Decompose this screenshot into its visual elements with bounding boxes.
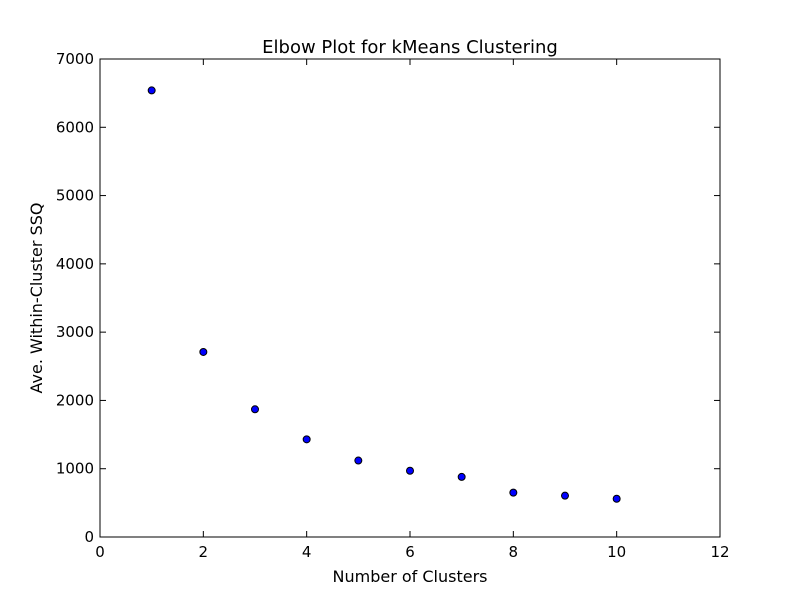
x-tick-label: 12 <box>710 543 729 561</box>
plot-frame <box>99 58 721 538</box>
data-point <box>147 86 156 95</box>
data-point <box>199 347 208 356</box>
data-points <box>147 86 621 503</box>
x-tick-label: 8 <box>509 543 519 561</box>
x-axis-ticks: 0 2 4 6 8 10 12 <box>95 59 730 561</box>
y-tick-label: 4000 <box>56 255 94 273</box>
data-point <box>612 494 621 503</box>
chart-title: Elbow Plot for kMeans Clustering <box>262 37 558 58</box>
y-tick-label: 7000 <box>56 50 94 68</box>
x-tick-label: 10 <box>607 543 626 561</box>
x-tick-label: 2 <box>199 543 209 561</box>
y-tick-label: 2000 <box>56 391 94 409</box>
y-tick-label: 6000 <box>56 118 94 136</box>
data-point <box>457 472 466 481</box>
y-tick-label: 1000 <box>56 460 94 478</box>
x-axis-label: Number of Clusters <box>333 567 488 586</box>
y-tick-label: 3000 <box>56 323 94 341</box>
x-tick-label: 4 <box>302 543 312 561</box>
y-axis-label: Ave. Within-Cluster SSQ <box>27 203 46 394</box>
data-point <box>406 466 414 475</box>
x-tick-label: 0 <box>95 543 105 561</box>
data-point <box>251 405 259 414</box>
y-axis-ticks: 0 1000 2000 3000 4000 5000 6000 7000 <box>56 50 720 546</box>
data-point <box>561 491 569 500</box>
x-tick-label: 6 <box>405 543 415 561</box>
data-point <box>302 435 311 444</box>
data-point <box>509 488 518 497</box>
data-point <box>354 456 363 465</box>
y-tick-label: 5000 <box>56 187 94 205</box>
y-tick-label: 0 <box>84 528 94 546</box>
